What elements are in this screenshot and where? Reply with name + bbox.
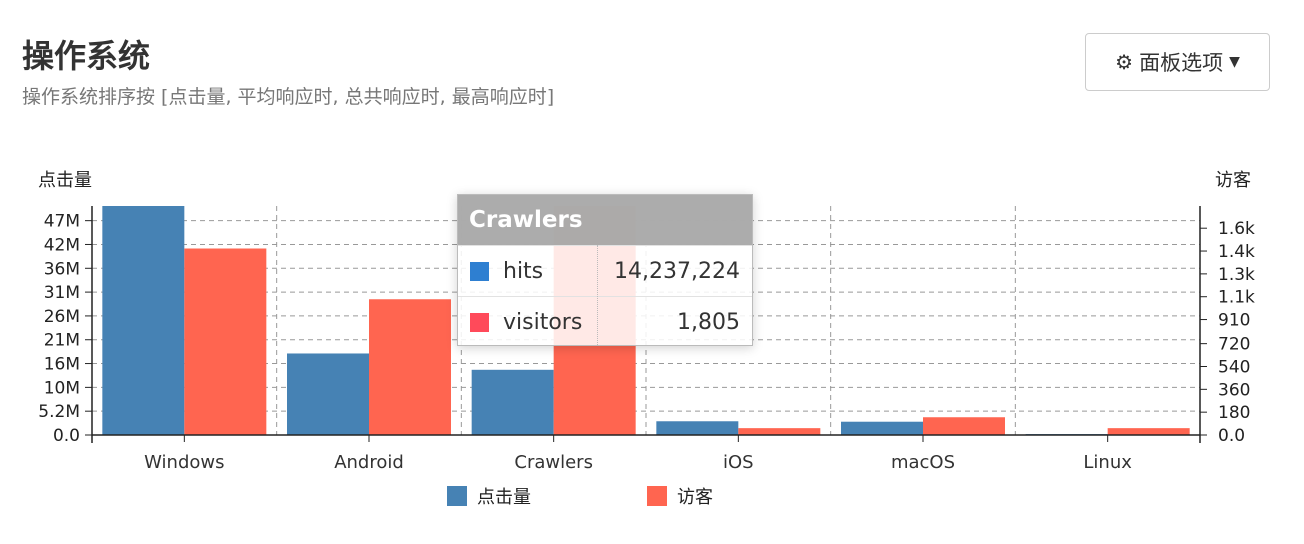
tooltip-value-hits: 14,237,224: [614, 258, 740, 284]
y-tick-label-right-4: 720: [1218, 335, 1250, 355]
bar-hits-ios: [656, 421, 739, 435]
bar-visitors-android: [369, 299, 451, 435]
y-tick-label-left-7: 36M: [44, 259, 80, 279]
y-tick-label-right-9: 1.6k: [1218, 219, 1255, 239]
panel-options-label: 面板选项: [1139, 51, 1224, 75]
tooltip-label-visitors: visitors: [503, 309, 583, 335]
y-tick-label-right-6: 1.1k: [1218, 288, 1255, 308]
x-tick-label-crawlers: Crawlers: [514, 452, 593, 473]
tooltip-row-hits: hits 14,237,224: [458, 245, 752, 296]
x-tick-label-ios: iOS: [723, 452, 754, 473]
page-subtitle: 操作系统排序按 [点击量, 平均响应时, 总共响应时, 最高响应时]: [22, 86, 555, 108]
tooltip-swatch-hits: [470, 261, 489, 281]
page-title: 操作系统: [22, 37, 151, 75]
y-tick-label-right-1: 180: [1218, 403, 1250, 423]
tooltip-separator: [597, 245, 598, 345]
bar-hits-crawlers: [471, 369, 554, 435]
legend-swatch-0: [447, 486, 467, 506]
tooltip-value-visitors: 1,805: [677, 309, 740, 335]
y-tick-label-left-8: 42M: [44, 235, 80, 255]
y-tick-label-right-3: 540: [1218, 357, 1250, 377]
y-tick-label-right-0: 0.0: [1218, 426, 1245, 446]
bar-visitors-macos: [923, 417, 1005, 435]
bar-visitors-ios: [738, 428, 821, 435]
y-tick-label-left-2: 10M: [44, 378, 80, 398]
chart-tooltip: Crawlers hits 14,237,224 visitors 1,805: [457, 194, 753, 346]
gear-icon: ⚙: [1115, 50, 1134, 74]
y-axis-title-left: 点击量: [38, 170, 92, 191]
caret-down-icon: ▼: [1229, 54, 1240, 70]
y-tick-label-right-7: 1.3k: [1218, 265, 1255, 285]
header: 操作系统 操作系统排序按 [点击量, 平均响应时, 总共响应时, 最高响应时]: [22, 34, 554, 110]
legend-label-0: 点击量: [477, 487, 531, 508]
tooltip-swatch-visitors: [470, 312, 489, 332]
legend-label-1: 访客: [677, 487, 713, 508]
y-tick-label-left-0: 0.0: [53, 426, 80, 446]
bar-visitors-linux: [1107, 428, 1190, 435]
y-tick-label-left-4: 21M: [44, 331, 80, 351]
legend-swatch-1: [647, 486, 667, 506]
y-tick-label-left-3: 16M: [44, 355, 80, 375]
y-tick-label-right-8: 1.4k: [1218, 242, 1255, 262]
y-tick-label-left-5: 26M: [44, 307, 80, 327]
y-tick-label-left-1: 5.2M: [38, 402, 80, 422]
bar-hits-macos: [841, 421, 923, 435]
y-tick-label-right-5: 910: [1218, 311, 1250, 331]
x-tick-label-android: Android: [334, 452, 404, 473]
panel-options-button[interactable]: ⚙ 面板选项 ▼: [1085, 33, 1270, 91]
tooltip-label-hits: hits: [503, 258, 544, 284]
tooltip-title: Crawlers: [458, 195, 752, 245]
tooltip-row-visitors: visitors 1,805: [458, 296, 752, 347]
legend: 点击量 访客: [447, 486, 713, 508]
x-tick-label-macos: macOS: [891, 452, 955, 473]
bar-hits-android: [287, 353, 369, 435]
x-tick-label-windows: Windows: [144, 452, 224, 473]
x-tick-label-linux: Linux: [1083, 452, 1132, 473]
axes: 0.0 5.2M 10M 16M 21M 26M 31M 36M 42M 47M 0.0 180 360…: [38, 170, 1255, 473]
bar-visitors-windows: [184, 248, 267, 435]
y-tick-label-left-9: 47M: [44, 212, 80, 232]
y-axis-title-right: 访客: [1215, 170, 1251, 191]
y-tick-label-left-6: 31M: [44, 283, 80, 303]
bar-hits-windows: [102, 206, 185, 435]
y-tick-label-right-2: 360: [1218, 380, 1250, 400]
